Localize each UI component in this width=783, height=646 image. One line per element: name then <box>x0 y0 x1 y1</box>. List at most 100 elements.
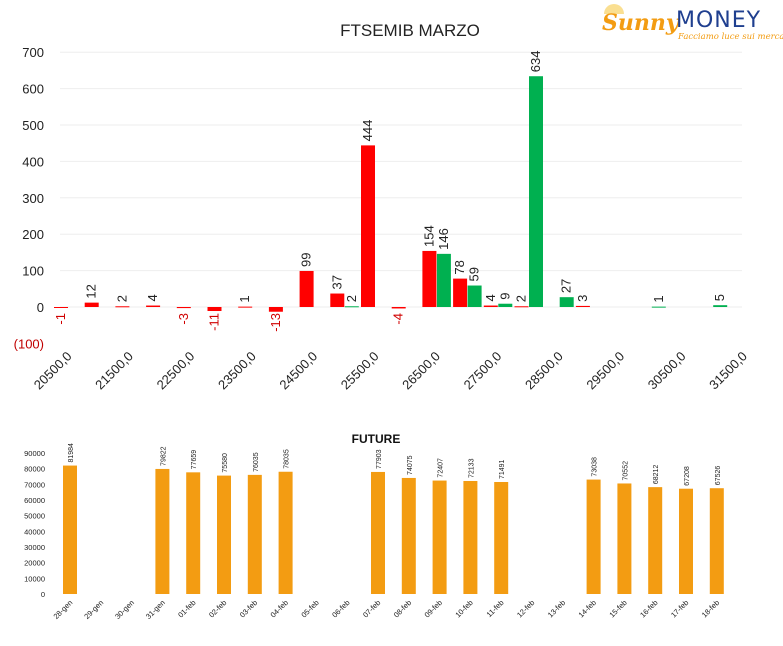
x-tick-label: 30500,0 <box>645 349 689 393</box>
bar <box>617 483 632 594</box>
data-label: 79822 <box>160 446 167 466</box>
y-tick-label: 100 <box>22 264 44 279</box>
x-tick-label: 09-feb <box>423 598 444 619</box>
x-tick-label: 17-feb <box>669 598 690 619</box>
data-label: 71491 <box>499 459 506 479</box>
bar <box>453 278 468 307</box>
bar <box>713 305 728 307</box>
x-tick-label: 29-gen <box>82 598 105 621</box>
x-tick-label: 11-feb <box>485 598 506 619</box>
data-label: 1 <box>651 295 666 302</box>
data-label: 27 <box>559 279 574 293</box>
bar <box>422 250 437 307</box>
data-label: 2 <box>344 295 359 302</box>
data-label: 1 <box>237 295 252 302</box>
x-tick-label: 31500,0 <box>706 349 750 393</box>
bar <box>483 305 498 307</box>
data-label: 74075 <box>407 455 414 475</box>
data-label: 59 <box>467 267 482 281</box>
bar <box>207 307 222 312</box>
bar <box>176 307 191 309</box>
y-tick-label: 20000 <box>24 559 45 568</box>
data-label: -1 <box>53 313 68 325</box>
x-tick-label: 02-feb <box>207 598 228 619</box>
x-tick-label: 12-feb <box>515 598 536 619</box>
y-tick-label: 0 <box>37 300 44 315</box>
x-tick-label: 28-gen <box>52 598 75 621</box>
bar <box>84 302 99 307</box>
y-tick-label: 40000 <box>24 527 45 536</box>
bar <box>155 468 170 594</box>
bar <box>436 253 451 307</box>
bar <box>514 306 529 308</box>
data-label: -3 <box>176 313 191 325</box>
brand-name-sunny: Sunny <box>602 10 679 36</box>
bar <box>268 307 283 312</box>
x-tick-label: 04-feb <box>269 598 290 619</box>
x-tick-label: 20500,0 <box>31 349 75 393</box>
bar <box>247 474 262 594</box>
data-label: 37 <box>329 275 344 289</box>
bar <box>575 305 590 307</box>
data-label: 3 <box>575 295 590 302</box>
data-label: 78 <box>452 260 467 274</box>
data-label: 76035 <box>253 452 260 472</box>
data-label: 2 <box>114 295 129 302</box>
data-label: 73038 <box>592 457 599 477</box>
data-label: 4 <box>483 294 498 301</box>
x-tick-label: 31-gen <box>144 598 167 621</box>
brand-logo: Sunny MONEY Facciamo luce sui mercati <box>598 4 783 44</box>
data-label: 68212 <box>653 465 660 485</box>
data-label: -11 <box>207 313 222 331</box>
data-label: 4 <box>145 294 160 301</box>
y-tick-label: 200 <box>22 227 44 242</box>
bar <box>63 465 77 594</box>
future-chart-title: FUTURE <box>352 432 401 446</box>
bar <box>467 285 482 307</box>
data-label: 9 <box>497 292 512 299</box>
bar <box>361 145 375 307</box>
y-tick-label: 0 <box>41 590 45 599</box>
data-label: 67208 <box>684 466 691 486</box>
bar <box>494 481 509 594</box>
bar <box>278 471 293 594</box>
x-tick-label: 26500,0 <box>399 349 443 393</box>
x-tick-label: 13-feb <box>546 598 567 619</box>
bar <box>679 488 693 594</box>
x-tick-label: 30-gen <box>113 598 136 621</box>
data-label: 81984 <box>68 443 75 463</box>
x-tick-label: 15-feb <box>607 598 628 619</box>
data-label: 5 <box>712 294 727 301</box>
y-tick-label: 50000 <box>24 512 45 521</box>
data-label: -13 <box>268 313 283 332</box>
bar <box>401 477 416 594</box>
x-tick-label: 23500,0 <box>215 349 259 393</box>
x-tick-label: 25500,0 <box>338 349 382 393</box>
data-label: 77903 <box>376 449 383 469</box>
bar <box>344 306 359 308</box>
bar <box>651 306 666 308</box>
data-label: 72133 <box>468 458 475 478</box>
y-tick-label: 600 <box>22 82 44 97</box>
x-tick-label: 03-feb <box>238 598 259 619</box>
bar <box>186 472 201 594</box>
x-tick-label: 08-feb <box>392 598 413 619</box>
data-label: 70552 <box>622 461 629 481</box>
y-tick-label: 300 <box>22 191 44 206</box>
x-tick-label: 18-feb <box>700 598 721 619</box>
x-tick-label: 06-feb <box>330 598 351 619</box>
bar <box>648 487 663 594</box>
x-tick-label: 28500,0 <box>522 349 566 393</box>
x-tick-label: 27500,0 <box>461 349 505 393</box>
y-tick-label: 500 <box>22 118 44 133</box>
x-tick-label: 21500,0 <box>92 349 136 393</box>
y-tick-label: 90000 <box>24 449 45 458</box>
bar <box>371 471 385 594</box>
y-tick-label: 400 <box>22 154 44 169</box>
x-tick-label: 14-feb <box>577 598 598 619</box>
y-tick-label: 70000 <box>24 480 45 489</box>
data-label: -4 <box>391 313 406 325</box>
bar <box>391 307 406 309</box>
bar <box>146 305 161 307</box>
